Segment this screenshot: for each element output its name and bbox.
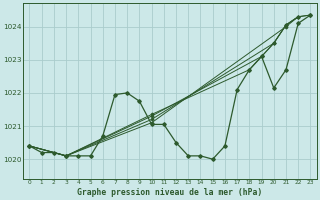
X-axis label: Graphe pression niveau de la mer (hPa): Graphe pression niveau de la mer (hPa) (77, 188, 263, 197)
